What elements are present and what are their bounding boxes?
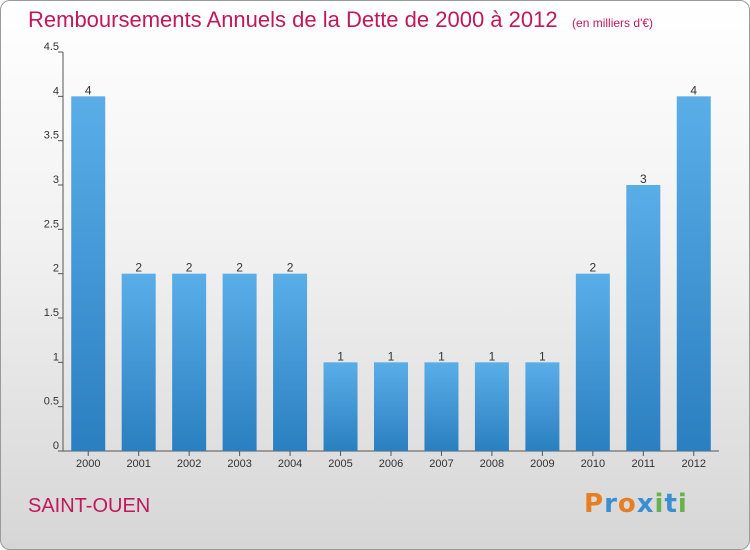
bars: 4 2 2 2 2 1 1 1 1 1 2 3 4: [71, 83, 711, 451]
bar-value-label: 1: [539, 349, 546, 363]
bar-value-label: 2: [186, 261, 193, 275]
bar-2002: [172, 273, 207, 451]
y-tick-label: 2: [53, 263, 59, 275]
x-tick-label: 2010: [581, 458, 605, 470]
logo-letter: r: [604, 489, 618, 519]
x-tick-label: 2008: [480, 458, 504, 470]
bar-2005: [323, 362, 358, 451]
x-tick-label: 2003: [227, 458, 251, 470]
logo-letter: t: [664, 489, 678, 519]
x-tick-label: 2004: [278, 458, 302, 470]
logo-letter: x: [636, 489, 655, 519]
y-tick-label: 0: [53, 440, 59, 452]
bar-2009: [525, 362, 560, 451]
y-tick-label: 3: [53, 174, 59, 186]
x-tick-label: 2006: [379, 458, 403, 470]
commune-name: SAINT-OUEN: [28, 495, 151, 517]
bar-value-label: 2: [135, 261, 142, 275]
bar-value-label: 2: [287, 261, 294, 275]
axes: 0 0.5 1 1.5 2 2.5 3 3.5 4 4.5 2000 2001 2002 2003 2004…: [44, 41, 719, 470]
bar-value-label: 1: [337, 349, 344, 363]
logo-letter: i: [654, 489, 665, 519]
logo-letter: o: [617, 489, 637, 519]
x-tick-label: 2002: [177, 458, 201, 470]
x-tick-label: 2007: [429, 458, 453, 470]
bar-2011: [626, 185, 661, 451]
bar-value-label: 2: [236, 261, 243, 275]
x-tick-label: 2012: [682, 458, 706, 470]
bar-value-label: 1: [438, 349, 445, 363]
y-tick-label: 0.5: [44, 396, 59, 408]
bar-2010: [575, 273, 610, 451]
bar-value-label: 3: [640, 172, 647, 186]
y-tick-label: 1: [53, 351, 59, 363]
bar-2004: [273, 273, 308, 451]
bar-2003: [222, 273, 257, 451]
bar-2007: [424, 362, 459, 451]
y-tick-label: 4: [53, 85, 59, 97]
bar-value-label: 4: [690, 83, 697, 97]
bar-2008: [474, 362, 509, 451]
y-tick-label: 1.5: [44, 307, 59, 319]
y-tick-label: 4.5: [44, 41, 59, 53]
bar-2012: [676, 96, 711, 451]
chart-title: Remboursements Annuels de la Dette de 20…: [28, 7, 558, 32]
logo-letter: P: [584, 489, 605, 519]
chart-unit: (en milliers d'€): [572, 16, 654, 30]
bar-value-label: 2: [590, 261, 597, 275]
x-tick-label: 2000: [76, 458, 100, 470]
x-tick-label: 2005: [328, 458, 352, 470]
bar-2001: [121, 273, 156, 451]
logo-letter: i: [677, 489, 688, 519]
title-row: Remboursements Annuels de la Dette de 20…: [28, 7, 653, 33]
x-tick-label: 2001: [126, 458, 150, 470]
proxiti-logo[interactable]: Proxiti: [584, 489, 688, 519]
bar-value-label: 1: [388, 349, 395, 363]
bar-2006: [374, 362, 408, 451]
x-tick-label: 2009: [530, 458, 554, 470]
y-tick-label: 2.5: [44, 218, 59, 230]
y-tick-label: 3.5: [44, 130, 59, 142]
x-tick-label: 2011: [631, 458, 655, 470]
bar-2000: [71, 96, 106, 451]
bar-value-label: 4: [85, 83, 92, 97]
bar-value-label: 1: [489, 349, 496, 363]
